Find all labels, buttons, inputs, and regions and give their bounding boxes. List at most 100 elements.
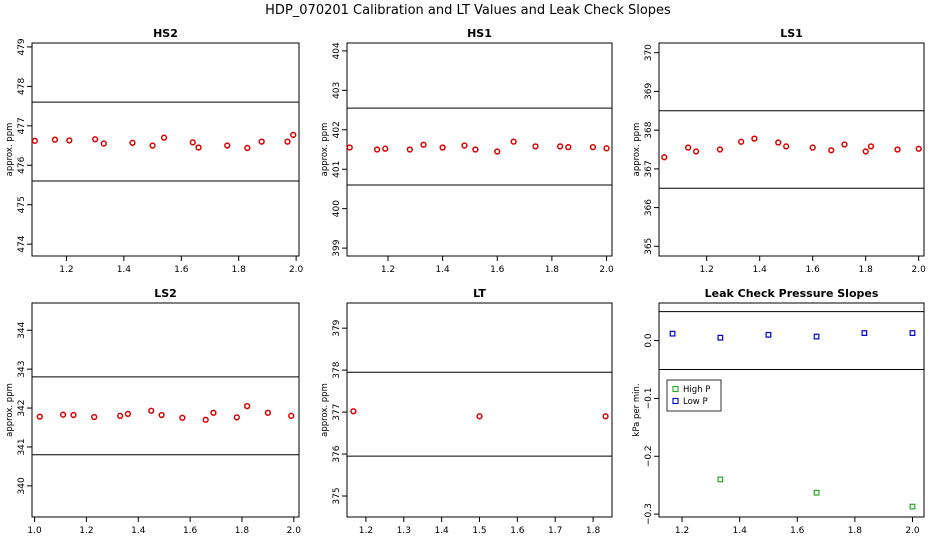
y-tick-label: −0.1	[644, 388, 654, 410]
data-point	[685, 144, 692, 151]
data-point	[59, 411, 67, 418]
y-axis-label: approx. ppm	[320, 383, 330, 437]
x-tick-label: 1.8	[586, 526, 601, 536]
x-tick-label: 1.8	[545, 265, 560, 275]
x-tick-label: 1.4	[435, 265, 450, 275]
plot-frame	[31, 42, 300, 257]
x-tick-label: 1.2	[381, 265, 395, 275]
y-tick-label: 379	[332, 319, 342, 336]
data-point	[775, 139, 782, 146]
data-point	[565, 143, 572, 151]
y-tick-label: 376	[332, 445, 342, 462]
panel-title: HS2	[153, 27, 178, 40]
x-tick-label: 1.6	[806, 265, 821, 275]
x-tick-label: 1.6	[510, 526, 525, 536]
x-tick-label: 1.2	[79, 526, 93, 536]
data-point-low-p	[765, 331, 772, 338]
data-point	[31, 137, 39, 144]
y-tick-label: 368	[644, 121, 654, 138]
x-tick-label: 2.0	[289, 265, 304, 275]
plot-frame	[346, 302, 613, 518]
legend-box	[666, 379, 722, 412]
data-point	[179, 414, 186, 421]
x-tick-label: 2.0	[905, 526, 920, 536]
data-point-low-p	[669, 330, 676, 337]
x-tick-label: 1.8	[859, 265, 874, 275]
data-point	[589, 143, 597, 151]
panels-group: HS2 1.2 1.4 1.6 1.8 2.0 474 475 476 477 478 479 appr…	[5, 27, 926, 536]
x-tick-label: 1.2	[675, 526, 689, 536]
plot-frame	[346, 42, 613, 257]
data-point	[288, 412, 295, 419]
y-tick-label: 370	[644, 44, 654, 61]
data-point	[828, 147, 835, 154]
legend-label: High P	[683, 385, 710, 395]
data-point	[716, 146, 724, 153]
x-tick-label: 1.8	[848, 526, 863, 536]
y-axis-label: kPa per min.	[632, 383, 642, 436]
y-tick-label: 342	[17, 399, 27, 416]
legend-marker	[672, 397, 679, 405]
legend-marker	[672, 385, 679, 393]
data-point	[202, 416, 209, 423]
y-tick-label: 365	[644, 238, 654, 255]
data-point	[894, 146, 901, 153]
figure-title: HDP_070201 Calibration and LT Values and…	[265, 3, 671, 18]
x-tick-label: 2.0	[912, 265, 927, 275]
data-point	[420, 141, 427, 148]
y-axis-label: approx. ppm	[320, 123, 330, 177]
data-point	[290, 131, 297, 139]
data-point	[461, 142, 468, 149]
data-point	[751, 135, 758, 142]
y-tick-label: 476	[17, 156, 27, 173]
y-tick-label: 369	[644, 83, 654, 100]
data-point	[603, 145, 610, 152]
data-point	[233, 414, 240, 421]
x-tick-label: 1.3	[397, 526, 411, 536]
plot-frame	[658, 42, 925, 257]
data-point	[382, 145, 389, 152]
x-tick-label: 1.6	[183, 526, 198, 536]
x-tick-label: 1.4	[732, 526, 747, 536]
x-tick-label: 1.4	[131, 526, 146, 536]
y-tick-label: 403	[332, 82, 342, 99]
y-tick-label: 402	[332, 121, 342, 138]
y-tick-label: 474	[17, 235, 27, 252]
y-axis-label: approx. ppm	[5, 383, 15, 437]
data-point	[510, 138, 517, 145]
data-point	[244, 144, 251, 152]
data-point	[224, 142, 231, 149]
panel-title: HS1	[467, 27, 492, 40]
data-point	[51, 136, 59, 143]
data-point	[244, 402, 251, 410]
panel-title: LT	[473, 287, 486, 300]
panel-hs1: HS1 1.2 1.4 1.6 1.8 2.0 399 400 401 402 403 404 appr…	[320, 27, 614, 275]
data-point	[783, 143, 790, 150]
legend-label: Low P	[683, 397, 708, 407]
panel-ls1: LS1 1.2 1.4 1.6 1.8 2.0 365 366 367 368 369 370 appr…	[632, 27, 926, 275]
data-point	[195, 144, 202, 151]
data-point	[66, 137, 73, 144]
y-axis-label: approx. ppm	[632, 123, 642, 177]
panel-hs2: HS2 1.2 1.4 1.6 1.8 2.0 474 475 476 477 478 479 appr…	[5, 27, 304, 275]
data-point	[862, 148, 869, 155]
data-point	[264, 409, 272, 416]
data-point	[406, 146, 413, 153]
x-tick-label: 1.2	[359, 526, 373, 536]
x-tick-label: 1.2	[59, 265, 73, 275]
panel-ls2: LS2 1.0 1.2 1.4 1.6 1.8 2.0 340 341 342 343 344 appr…	[5, 287, 301, 536]
data-point	[532, 143, 539, 150]
data-point	[70, 411, 77, 419]
x-tick-label: 1.2	[700, 265, 714, 275]
data-point	[116, 412, 124, 419]
data-point	[91, 413, 98, 421]
plot-frame	[31, 302, 300, 518]
y-tick-label: 377	[332, 404, 342, 421]
y-tick-label: 343	[17, 361, 27, 378]
data-point-low-p	[861, 330, 868, 336]
data-point	[36, 413, 43, 420]
x-tick-label: 1.4	[434, 526, 449, 536]
y-tick-label: 0.0	[644, 333, 654, 348]
data-point	[494, 148, 501, 155]
